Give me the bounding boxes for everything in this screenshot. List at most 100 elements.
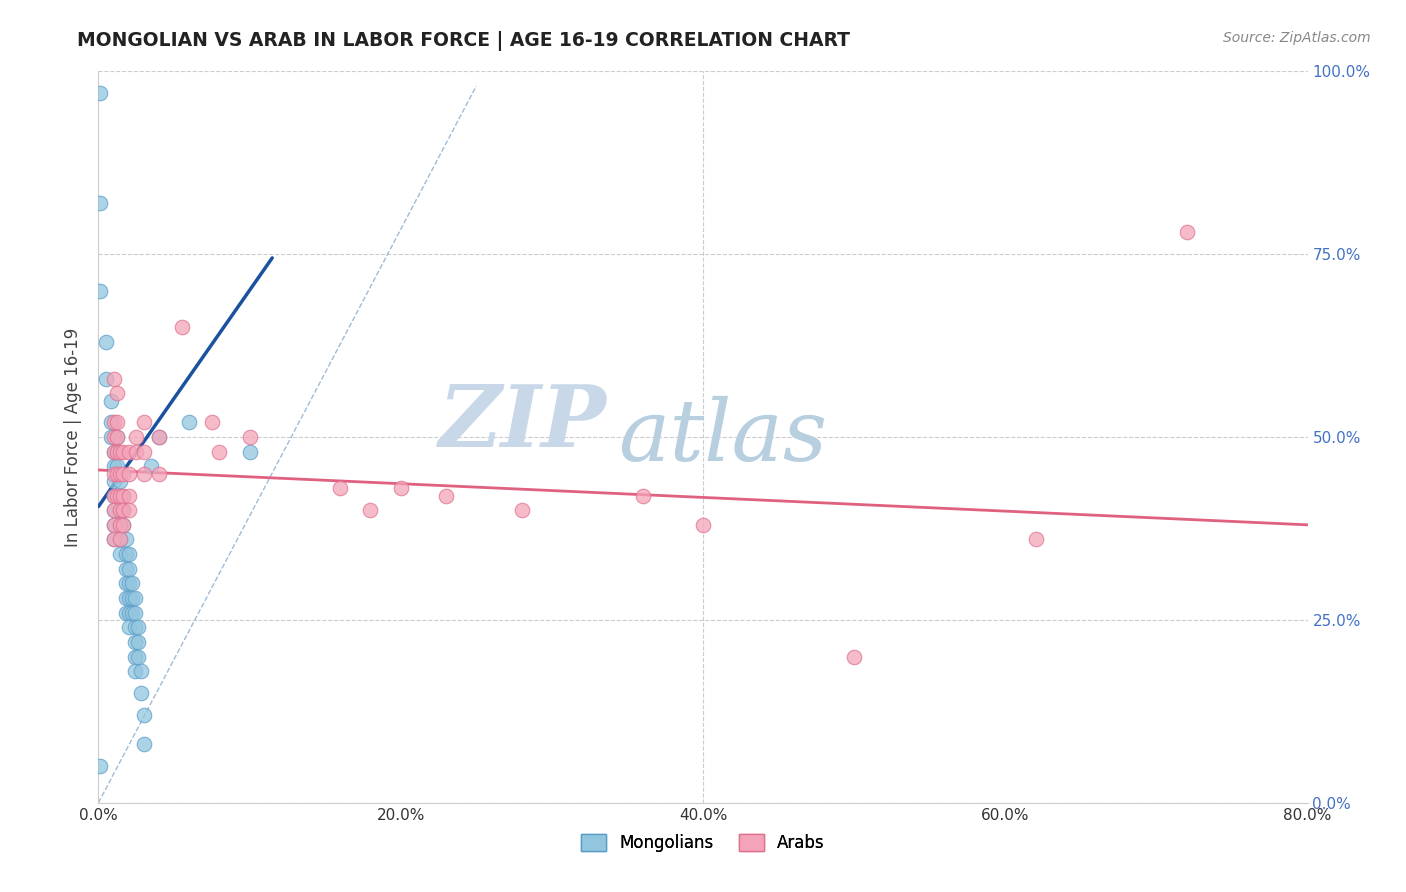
Point: [111, 444, 134, 458]
Point: [103, 533, 125, 547]
Point: [94, 371, 117, 385]
Point: [114, 547, 136, 561]
Point: [127, 649, 149, 664]
Point: [239, 444, 262, 458]
Point: [103, 533, 125, 547]
Point: [89, 87, 111, 101]
Point: [103, 416, 125, 430]
Point: [118, 576, 141, 591]
Point: [105, 459, 128, 474]
Point: [118, 489, 141, 503]
Point: [103, 503, 125, 517]
Point: [114, 576, 136, 591]
Point: [124, 649, 146, 664]
Point: [118, 503, 141, 517]
Point: [103, 459, 125, 474]
Y-axis label: In Labor Force | Age 16-19: In Labor Force | Age 16-19: [65, 327, 83, 547]
Point: [103, 444, 125, 458]
Point: [111, 489, 134, 503]
Point: [103, 444, 125, 458]
Point: [89, 196, 111, 211]
Point: [118, 562, 141, 576]
Point: [118, 606, 141, 620]
Point: [103, 517, 125, 532]
Point: [108, 503, 131, 517]
Point: [118, 547, 141, 561]
Point: [1175, 225, 1198, 239]
Point: [434, 489, 457, 503]
Point: [510, 503, 533, 517]
Point: [89, 284, 111, 298]
Point: [121, 576, 143, 591]
Point: [118, 467, 141, 481]
Point: [148, 467, 170, 481]
Point: [844, 649, 866, 664]
Point: [108, 503, 131, 517]
Point: [100, 430, 122, 444]
Point: [124, 635, 146, 649]
Point: [105, 444, 128, 458]
Point: [121, 591, 143, 605]
Point: [208, 444, 231, 458]
Point: [129, 686, 152, 700]
Point: [108, 489, 131, 503]
Point: [127, 635, 149, 649]
Point: [148, 430, 170, 444]
Point: [239, 430, 262, 444]
Point: [103, 474, 125, 488]
Point: [94, 334, 117, 349]
Point: [201, 416, 224, 430]
Text: ZIP: ZIP: [439, 381, 606, 464]
Point: [103, 467, 125, 481]
Point: [105, 430, 128, 444]
Point: [108, 533, 131, 547]
Point: [124, 620, 146, 634]
Point: [114, 606, 136, 620]
Point: [89, 759, 111, 773]
Point: [108, 489, 131, 503]
Point: [114, 591, 136, 605]
Point: [692, 517, 714, 532]
Point: [129, 664, 152, 678]
Point: [105, 467, 128, 481]
Point: [132, 467, 155, 481]
Point: [114, 533, 136, 547]
Point: [118, 620, 141, 634]
Point: [125, 430, 148, 444]
Point: [103, 371, 125, 385]
Point: [121, 606, 143, 620]
Point: [141, 459, 163, 474]
Point: [111, 489, 134, 503]
Point: [100, 393, 122, 408]
Point: [103, 489, 125, 503]
Text: MONGOLIAN VS ARAB IN LABOR FORCE | AGE 16-19 CORRELATION CHART: MONGOLIAN VS ARAB IN LABOR FORCE | AGE 1…: [77, 31, 851, 51]
Point: [111, 467, 134, 481]
Point: [329, 481, 352, 495]
Point: [108, 533, 131, 547]
Point: [132, 444, 155, 458]
Point: [103, 430, 125, 444]
Legend: Mongolians, Arabs: Mongolians, Arabs: [572, 825, 834, 860]
Point: [124, 664, 146, 678]
Point: [111, 517, 134, 532]
Point: [132, 708, 155, 723]
Point: [1024, 533, 1046, 547]
Point: [105, 430, 128, 444]
Point: [103, 503, 125, 517]
Point: [108, 547, 131, 561]
Point: [111, 517, 134, 532]
Point: [108, 467, 131, 481]
Point: [105, 386, 128, 401]
Text: atlas: atlas: [619, 396, 828, 478]
Text: Source: ZipAtlas.com: Source: ZipAtlas.com: [1223, 31, 1371, 45]
Point: [148, 430, 170, 444]
Point: [132, 737, 155, 751]
Point: [103, 489, 125, 503]
Point: [111, 503, 134, 517]
Point: [114, 562, 136, 576]
Point: [105, 416, 128, 430]
Point: [389, 481, 412, 495]
Point: [108, 517, 131, 532]
Point: [125, 444, 148, 458]
Point: [179, 416, 201, 430]
